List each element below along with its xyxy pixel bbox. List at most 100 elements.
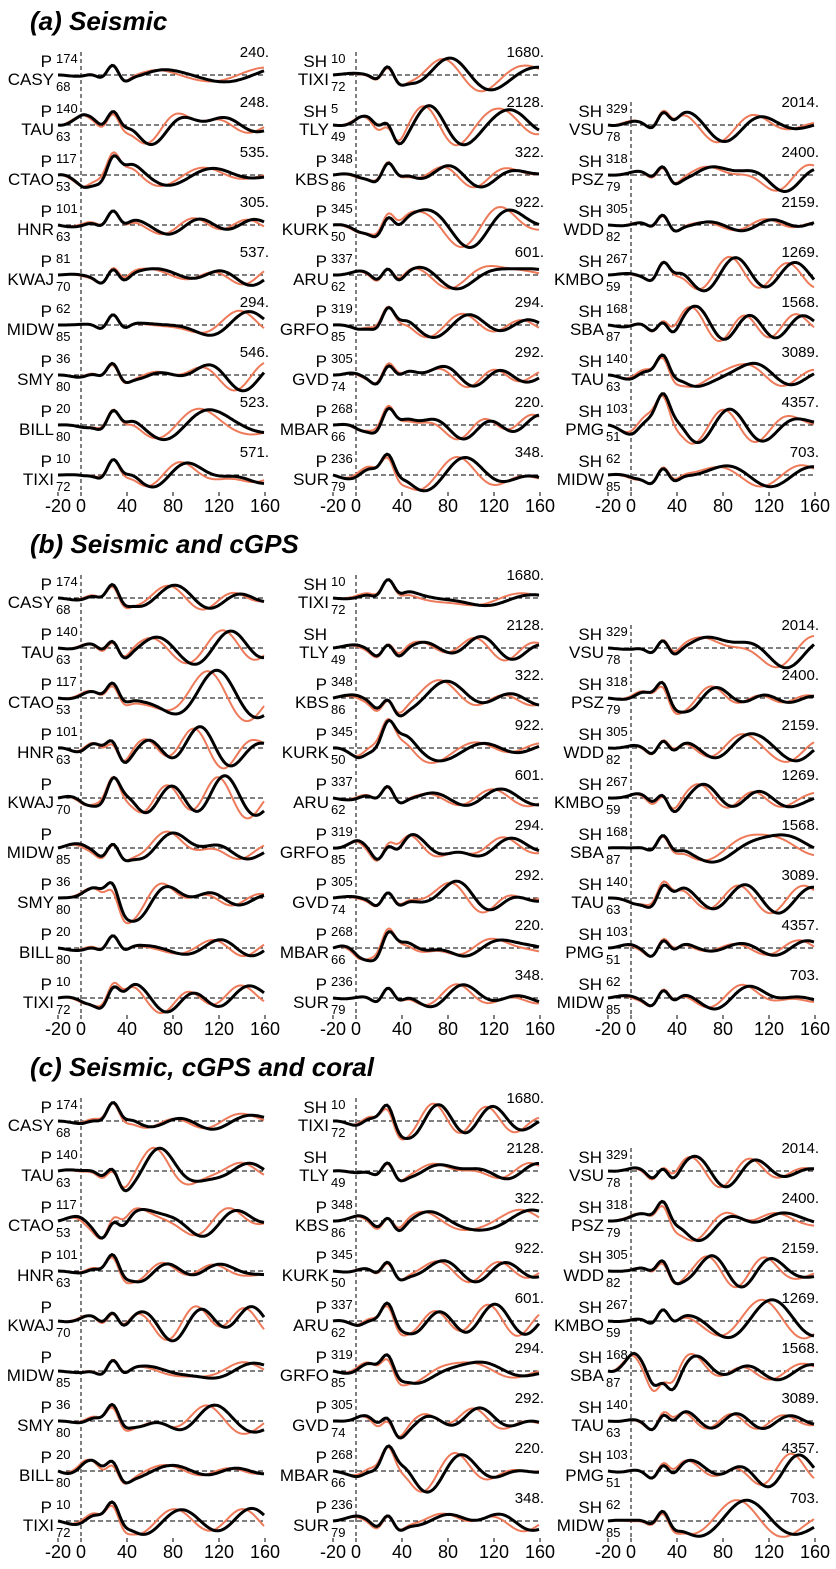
phase: SH <box>578 1298 602 1317</box>
phase: P <box>316 302 327 321</box>
azimuth: 62 <box>606 974 620 989</box>
phase: SH <box>303 102 327 121</box>
waveform-observed <box>607 732 815 763</box>
waveform-observed <box>57 1305 266 1343</box>
phase: P <box>41 1198 52 1217</box>
azimuth: 36 <box>56 1397 70 1412</box>
phase: P <box>41 575 52 594</box>
phase: SH <box>578 975 602 994</box>
distance: 51 <box>606 952 620 967</box>
waveform-observed <box>57 1101 265 1131</box>
phase: SH <box>578 1448 602 1467</box>
phase: SH <box>303 1148 327 1167</box>
distance: 82 <box>606 752 620 767</box>
waveform-synthetic <box>332 927 540 961</box>
waveform-observed <box>607 256 816 293</box>
waveform-synthetic <box>332 1512 540 1533</box>
phase: P <box>316 202 327 221</box>
waveform-synthetic <box>332 636 540 662</box>
amplitude: 1568. <box>781 294 819 311</box>
azimuth: 318 <box>606 674 628 689</box>
azimuth: 268 <box>331 1447 353 1462</box>
azimuth: 117 <box>56 1197 77 1212</box>
azimuth: 174 <box>56 1097 78 1112</box>
distance: 85 <box>331 852 345 867</box>
x-tick-label: 40 <box>392 1019 412 1039</box>
phase: P <box>316 1298 327 1317</box>
waveform-synthetic <box>57 670 265 723</box>
azimuth: 140 <box>606 351 628 366</box>
x-tick-label: 160 <box>800 1019 830 1039</box>
distance: 51 <box>606 1475 620 1490</box>
x-tick-label: -20 <box>45 1542 71 1562</box>
azimuth: 168 <box>606 301 628 316</box>
station: VSU <box>569 643 604 662</box>
waveform-observed <box>332 983 540 1009</box>
station: SUR <box>293 993 329 1012</box>
distance: 78 <box>606 129 620 144</box>
station: TLY <box>299 643 329 662</box>
waveform-observed <box>607 680 815 714</box>
x-tick-label: 40 <box>117 1542 137 1562</box>
distance: 85 <box>606 479 620 494</box>
azimuth: 103 <box>606 1447 628 1462</box>
azimuth: 101 <box>56 1247 78 1262</box>
distance: 62 <box>331 1325 345 1340</box>
amplitude: 601. <box>515 767 544 784</box>
phase: P <box>41 925 52 944</box>
distance: 86 <box>331 179 345 194</box>
amplitude: 348. <box>515 1490 544 1507</box>
amplitude: 2014. <box>781 617 819 634</box>
phase: P <box>41 1498 52 1517</box>
phase: SH <box>578 825 602 844</box>
azimuth: 345 <box>331 724 353 739</box>
phase: SH <box>578 1148 602 1167</box>
waveform-observed <box>333 1406 540 1440</box>
distance: 72 <box>331 79 345 94</box>
waveform-observed <box>57 1359 265 1380</box>
amplitude: 537. <box>240 244 269 261</box>
amplitude: 348. <box>515 967 544 984</box>
distance: 59 <box>606 279 620 294</box>
azimuth: 329 <box>606 624 628 639</box>
azimuth: 36 <box>56 351 70 366</box>
phase: P <box>316 775 327 794</box>
distance: 72 <box>56 1525 70 1540</box>
waveform-observed <box>608 1199 815 1243</box>
azimuth: 140 <box>606 874 628 889</box>
waveform-synthetic <box>607 635 815 669</box>
phase: P <box>316 452 327 471</box>
azimuth: 337 <box>331 251 353 266</box>
station: ARU <box>293 793 329 812</box>
azimuth: 174 <box>56 574 78 589</box>
x-tick-label: 40 <box>392 1542 412 1562</box>
amplitude: 348. <box>515 444 544 461</box>
distance: 82 <box>606 1275 620 1290</box>
amplitude: 523. <box>240 394 269 411</box>
distance: 63 <box>56 229 70 244</box>
azimuth: 20 <box>56 1447 70 1462</box>
waveform-observed <box>57 1252 265 1284</box>
waveform-synthetic <box>332 1303 540 1337</box>
distance: 59 <box>606 1325 620 1340</box>
distance: 53 <box>56 179 70 194</box>
station: SMY <box>17 1416 54 1435</box>
x-tick-label: 40 <box>117 496 137 516</box>
station: MBAR <box>280 420 329 439</box>
x-tick-label: -20 <box>45 1019 71 1039</box>
waveform-observed <box>57 582 265 610</box>
azimuth: 10 <box>56 974 70 989</box>
station: BILL <box>19 1466 54 1485</box>
phase: P <box>41 1248 52 1267</box>
amplitude: 2014. <box>781 94 819 111</box>
waveform-observed <box>607 939 815 958</box>
waveform-observed <box>608 883 814 915</box>
x-tick-label: 80 <box>713 1019 733 1039</box>
azimuth: 337 <box>331 1297 353 1312</box>
waveform-synthetic <box>607 356 815 388</box>
phase: P <box>316 252 327 271</box>
distance: 63 <box>56 1275 70 1290</box>
panel-title: (a) Seismic <box>30 6 168 36</box>
distance: 63 <box>606 1425 620 1440</box>
amplitude: 703. <box>790 967 819 984</box>
